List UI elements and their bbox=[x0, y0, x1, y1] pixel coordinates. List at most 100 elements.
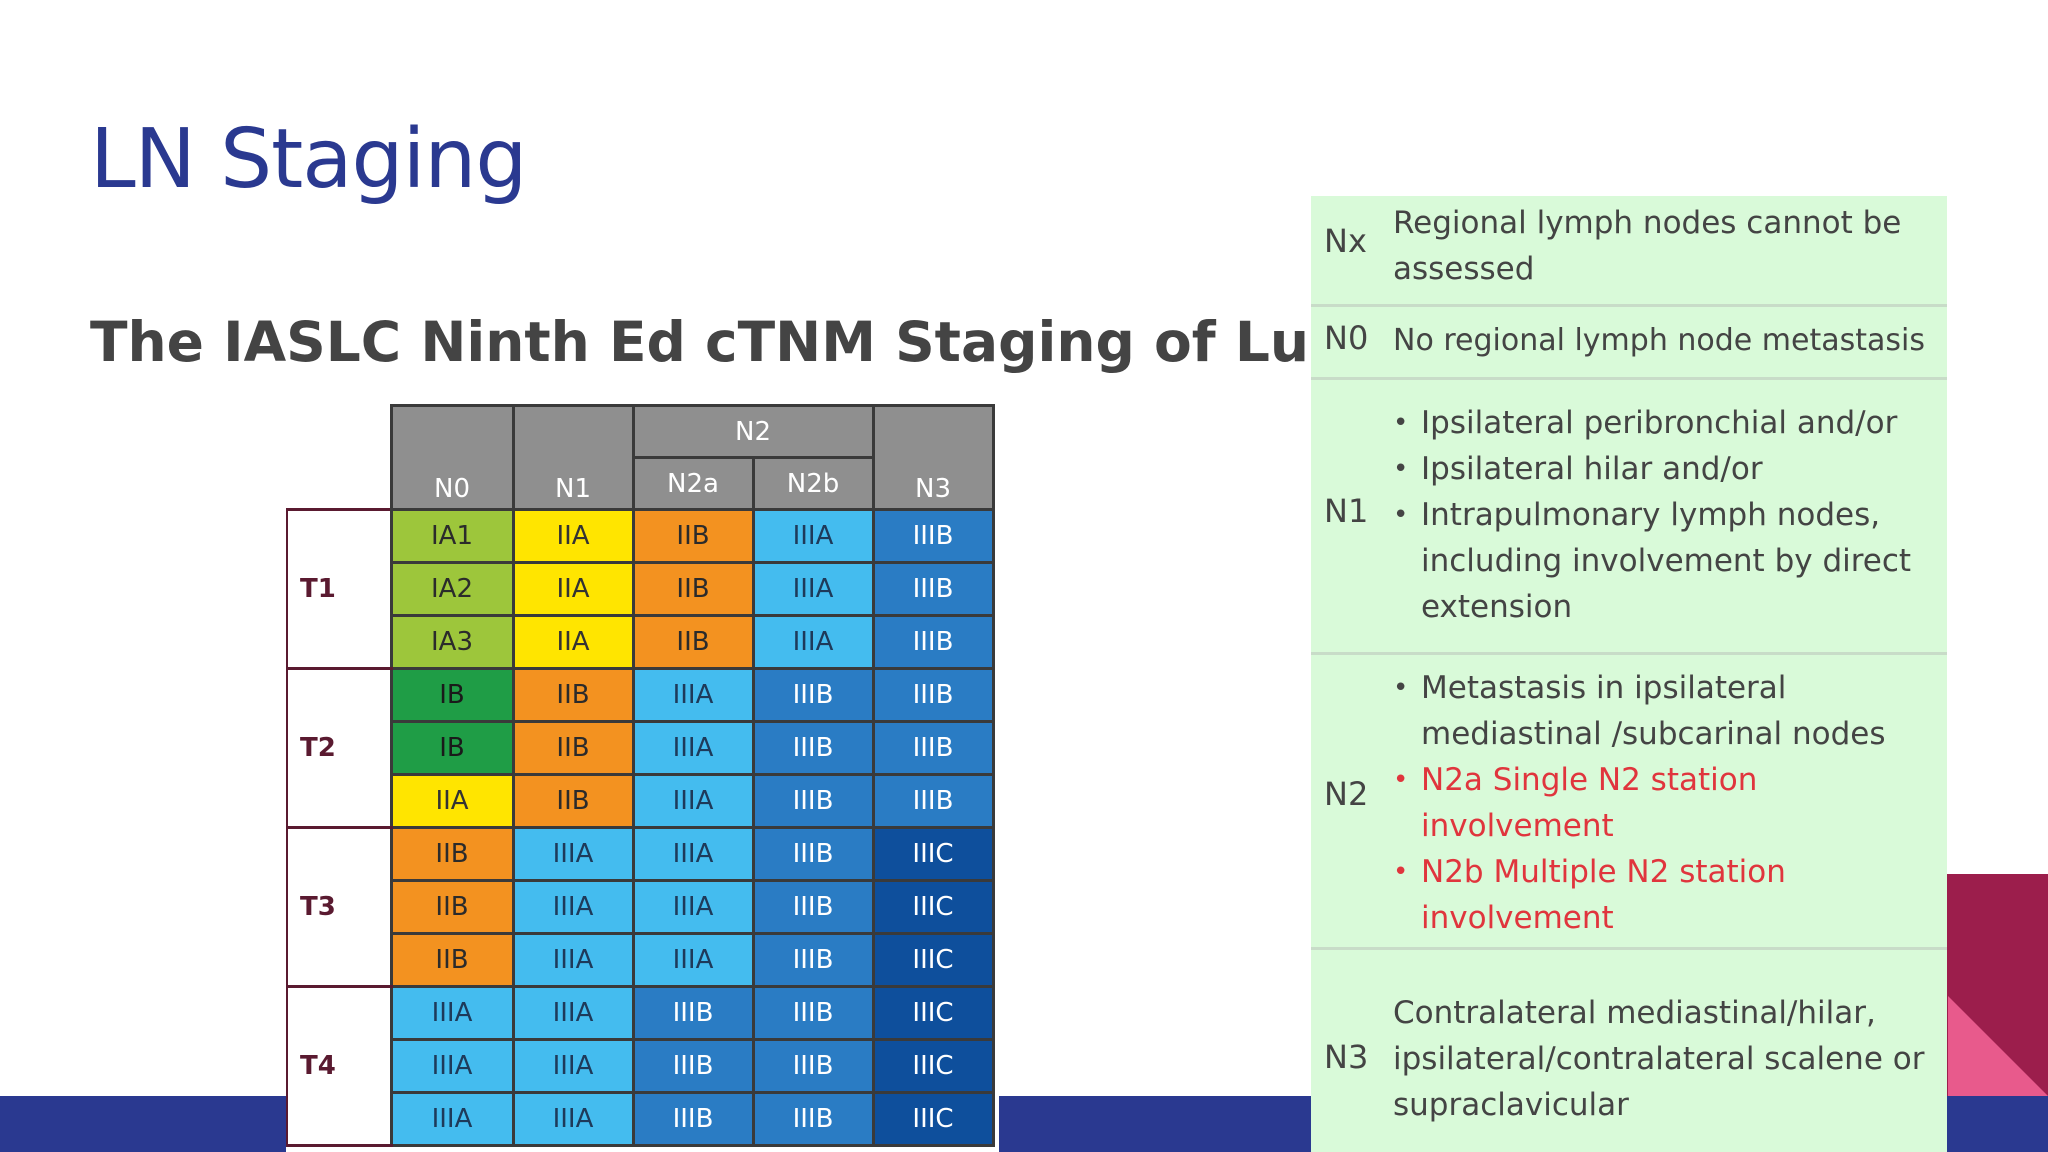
stage-cell: IIIC bbox=[871, 985, 995, 1041]
stage-cell: IIIC bbox=[871, 1038, 995, 1094]
stage-cell: IIA bbox=[389, 773, 515, 829]
stage-cell: IIA bbox=[511, 614, 635, 670]
stage-cell: IIIB bbox=[751, 932, 875, 988]
table-row: IIB IIIA IIIA IIIB IIIC bbox=[287, 879, 995, 935]
stage-cell: IIB bbox=[631, 614, 755, 670]
t-category-label: T2 bbox=[286, 667, 392, 829]
stage-cell: IIB bbox=[511, 667, 635, 723]
stage-cell: IIIB bbox=[631, 1091, 755, 1147]
legend-row-nx: Nx Regional lymph nodes cannot be assess… bbox=[1311, 196, 1947, 307]
legend-code-n3: N3 bbox=[1324, 1038, 1369, 1076]
t-category-label: T3 bbox=[286, 826, 392, 988]
column-header-n0: N0 bbox=[389, 404, 515, 511]
stage-cell: IA2 bbox=[389, 561, 515, 617]
stage-cell: IA3 bbox=[389, 614, 515, 670]
legend-row-n0: N0 No regional lymph node metastasis bbox=[1311, 307, 1947, 380]
table-row: T3 IIB IIIA IIIA IIIB IIIC bbox=[286, 826, 995, 988]
stage-cell: IIB bbox=[511, 720, 635, 776]
stage-cell: IIIC bbox=[871, 1091, 995, 1147]
staging-table: N0 N1 N2 N3 N2a N2b T1 IA1 IIA IIB IIIA IIIB I… bbox=[286, 404, 995, 1147]
legend-item: Ipsilateral peribronchial and/or bbox=[1391, 400, 1937, 446]
legend-row-n1: N1 Ipsilateral peribronchial and/or Ipsi… bbox=[1311, 380, 1947, 655]
column-header-n3: N3 bbox=[871, 404, 995, 511]
stage-cell: IIIB bbox=[751, 1091, 875, 1147]
legend-item: Ipsilateral hilar and/or bbox=[1391, 446, 1937, 492]
stage-cell: IB bbox=[389, 720, 515, 776]
stage-cell: IIIB bbox=[751, 985, 875, 1041]
legend-row-n2: N2 Metastasis in ipsilateral mediastinal… bbox=[1311, 655, 1947, 950]
t-category-label: T4 bbox=[286, 985, 392, 1147]
table-row: IIIA IIIA IIIB IIIB IIIC bbox=[287, 1091, 995, 1147]
table-row: T2 IB IIB IIIA IIIB IIIB bbox=[286, 667, 995, 829]
stage-cell: IIIA bbox=[631, 667, 755, 723]
table-row: IIB IIIA IIIA IIIB IIIC bbox=[287, 932, 995, 988]
legend-item: Metastasis in ipsilateral mediastinal /s… bbox=[1391, 665, 1937, 757]
stage-cell: IIB bbox=[631, 508, 755, 564]
legend-item-n2b: N2b Multiple N2 station involvement bbox=[1391, 849, 1937, 941]
stage-cell: IIIB bbox=[751, 826, 875, 882]
stage-cell: IIIA bbox=[511, 1091, 635, 1147]
stage-cell: IIIA bbox=[511, 826, 635, 882]
column-header-n1: N1 bbox=[511, 404, 635, 511]
table-row: T1 IA1 IIA IIB IIIA IIIB bbox=[286, 508, 995, 670]
stage-cell: IIIB bbox=[631, 985, 755, 1041]
stage-cell: IIIA bbox=[751, 614, 875, 670]
stage-cell: IIIA bbox=[389, 1091, 515, 1147]
legend-list-n2: Metastasis in ipsilateral mediastinal /s… bbox=[1391, 665, 1937, 941]
stage-cell: IIIA bbox=[511, 985, 635, 1041]
legend-item-n2a: N2a Single N2 station involvement bbox=[1391, 757, 1937, 849]
stage-cell: IIB bbox=[511, 773, 635, 829]
table-row: IB IIB IIIA IIIB IIIB bbox=[287, 720, 995, 776]
column-group-header-n2: N2 bbox=[631, 404, 875, 459]
stage-cell: IIIA bbox=[631, 826, 755, 882]
stage-cell: IIA bbox=[511, 561, 635, 617]
stage-cell: IIIB bbox=[871, 667, 995, 723]
legend-text-n3: Contralateral mediastinal/hilar, ipsilat… bbox=[1393, 995, 1925, 1123]
stage-cell: IIIA bbox=[631, 879, 755, 935]
legend-code-n1: N1 bbox=[1324, 492, 1369, 530]
table-row: IIA IIB IIIA IIIB IIIB bbox=[287, 773, 995, 829]
stage-cell: IIIA bbox=[389, 985, 515, 1041]
stage-cell: IIIB bbox=[751, 879, 875, 935]
legend-text-nx: Regional lymph nodes cannot be assessed bbox=[1393, 205, 1902, 287]
stage-cell: IIIA bbox=[751, 561, 875, 617]
column-header-n2a: N2a bbox=[631, 456, 755, 511]
stage-cell: IIIA bbox=[631, 932, 755, 988]
stage-cell: IA1 bbox=[389, 508, 515, 564]
stage-cell: IIIC bbox=[871, 932, 995, 988]
stage-cell: IIIA bbox=[631, 773, 755, 829]
legend-list-n1: Ipsilateral peribronchial and/or Ipsilat… bbox=[1391, 400, 1937, 630]
t-category-label: T1 bbox=[286, 508, 392, 670]
stage-cell: IIIB bbox=[751, 720, 875, 776]
n-descriptor-legend: Nx Regional lymph nodes cannot be assess… bbox=[1311, 196, 1947, 1152]
staging-table-image: N0 N1 N2 N3 N2a N2b T1 IA1 IIA IIB IIIA IIIB I… bbox=[286, 404, 999, 1152]
table-row: IIIA IIIA IIIB IIIB IIIC bbox=[287, 1038, 995, 1094]
stage-cell: IIIA bbox=[511, 1038, 635, 1094]
legend-item: Intrapulmonary lymph nodes, including in… bbox=[1391, 492, 1937, 630]
stage-cell: IIIB bbox=[751, 1038, 875, 1094]
legend-text-n0: No regional lymph node metastasis bbox=[1393, 323, 1925, 358]
table-row: T4 IIIA IIIA IIIB IIIB IIIC bbox=[286, 985, 995, 1147]
stage-cell: IIIB bbox=[631, 1038, 755, 1094]
stage-cell: IIIB bbox=[871, 561, 995, 617]
stage-cell: IIB bbox=[631, 561, 755, 617]
stage-cell: IIIB bbox=[871, 508, 995, 564]
table-row: IA3 IIA IIB IIIA IIIB bbox=[287, 614, 995, 670]
stage-cell: IB bbox=[389, 667, 515, 723]
stage-cell: IIIA bbox=[631, 720, 755, 776]
stage-cell: IIB bbox=[389, 826, 515, 882]
table-corner-blank bbox=[287, 405, 391, 510]
stage-cell: IIIC bbox=[871, 826, 995, 882]
stage-cell: IIIB bbox=[871, 720, 995, 776]
stage-cell: IIIA bbox=[511, 932, 635, 988]
table-row: IA2 IIA IIB IIIA IIIB bbox=[287, 561, 995, 617]
stage-cell: IIIC bbox=[871, 879, 995, 935]
stage-cell: IIB bbox=[389, 932, 515, 988]
legend-code-n0: N0 bbox=[1324, 319, 1369, 357]
column-header-n2b: N2b bbox=[751, 456, 875, 511]
stage-cell: IIA bbox=[511, 508, 635, 564]
stage-cell: IIIB bbox=[751, 773, 875, 829]
stage-cell: IIIB bbox=[871, 614, 995, 670]
stage-cell: IIIB bbox=[751, 667, 875, 723]
stage-cell: IIIA bbox=[389, 1038, 515, 1094]
